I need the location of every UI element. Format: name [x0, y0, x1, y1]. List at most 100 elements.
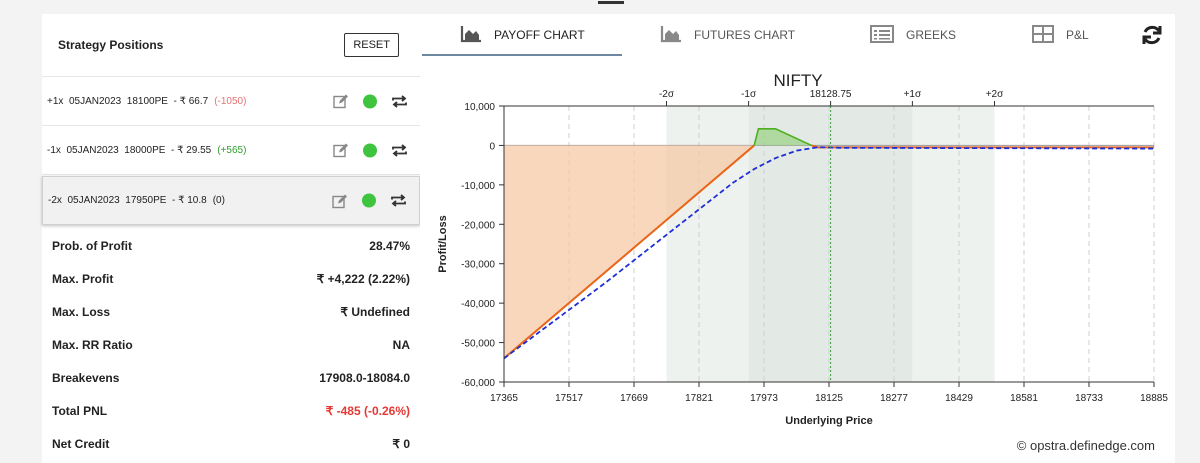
- expiry-payoff-line-flat: [811, 144, 1154, 149]
- edit-icon[interactable]: [333, 143, 349, 158]
- x-axis-label: Underlying Price: [785, 415, 872, 427]
- x-tick-label: 17517: [555, 393, 583, 404]
- active-status-dot[interactable]: [363, 94, 377, 108]
- stat-value: ₹ Undefined: [340, 304, 410, 319]
- stat-row: Max. RR Ratio NA: [52, 328, 410, 361]
- sigma-2-band-right: [912, 106, 995, 382]
- edit-icon[interactable]: [333, 94, 349, 109]
- y-tick-label: -40,000: [461, 299, 495, 310]
- stat-value: ₹ +4,222 (2.22%): [316, 271, 410, 286]
- list-icon: [870, 24, 894, 46]
- stat-value: 28.47%: [369, 238, 410, 253]
- tab-label: GREEKS: [906, 28, 957, 42]
- position-pnl: (-1050): [214, 95, 247, 107]
- stat-label: Breakevens: [52, 370, 120, 385]
- profit-area: [754, 128, 812, 146]
- stat-label: Total PNL: [52, 403, 108, 418]
- payoff-chart-svg: 10,000 0 -10,000 -20,000 -30,000 -40,000 -50,0…: [437, 71, 1168, 427]
- stat-label: Max. Profit: [52, 271, 114, 286]
- positions-title: Strategy Positions: [58, 38, 164, 52]
- position-row: -2x 05JAN2023 17950PE - ₹ 10.8 (0): [42, 176, 420, 225]
- tab-label: P&L: [1066, 28, 1089, 42]
- x-tick-label: 18885: [1140, 393, 1168, 404]
- position-label: -1x 05JAN2023 18000PE - ₹ 29.55: [47, 144, 212, 156]
- y-tick-label: -20,000: [461, 220, 495, 231]
- y-tick-label: -50,000: [461, 339, 495, 350]
- swap-icon[interactable]: [390, 194, 407, 208]
- sigma-label: +1σ: [904, 89, 922, 100]
- expiry-payoff-line-loss: [503, 144, 755, 360]
- edit-icon[interactable]: [332, 193, 348, 208]
- copyright-text: © opstra.definedge.com: [1016, 438, 1155, 453]
- x-tick-label: 18733: [1075, 393, 1103, 404]
- stat-row: Net Credit ₹ 0: [52, 427, 410, 460]
- chart-tabs: PAYOFF CHART FUTURES CHART GREEKS P&L: [420, 14, 1175, 56]
- x-tick-label: 17821: [685, 393, 713, 404]
- tab-label: PAYOFF CHART: [494, 28, 585, 42]
- stat-label: Prob. of Profit: [52, 238, 132, 253]
- y-tick-label: 0: [489, 141, 495, 152]
- area-chart-icon: [460, 25, 482, 46]
- stat-row: Max. Loss ₹ Undefined: [52, 295, 410, 328]
- stat-value: ₹ 0: [392, 436, 410, 451]
- reset-button[interactable]: RESET: [344, 33, 399, 57]
- row-actions: [332, 193, 407, 208]
- table-icon: [1032, 24, 1054, 46]
- stat-row: Max. Profit ₹ +4,222 (2.22%): [52, 262, 410, 295]
- x-tick-label: 18125: [815, 393, 843, 404]
- area-chart-icon: [660, 25, 682, 46]
- x-tick-label: 18429: [945, 393, 973, 404]
- y-tick-label: -10,000: [461, 181, 495, 192]
- top-edge-fragment: [598, 0, 624, 4]
- sigma-label: +2σ: [986, 89, 1004, 100]
- x-tick-label: 17669: [620, 393, 648, 404]
- stat-row: Breakevens 17908.0-18084.0: [52, 361, 410, 394]
- y-tick-label: -60,000: [461, 378, 495, 389]
- stat-value: 17908.0-18084.0: [319, 370, 410, 385]
- sigma-label: 18128.75: [810, 89, 852, 100]
- stat-label: Net Credit: [52, 436, 110, 451]
- active-status-dot[interactable]: [363, 143, 377, 157]
- swap-icon[interactable]: [391, 143, 408, 157]
- position-label: +1x 05JAN2023 18100PE - ₹ 66.7: [47, 95, 209, 107]
- stat-row: Total PNL ₹ -485 (-0.26%): [52, 394, 410, 427]
- x-tick-label: 18581: [1010, 393, 1038, 404]
- sigma-label: -2σ: [659, 89, 675, 100]
- position-label: -2x 05JAN2023 17950PE - ₹ 10.8: [48, 195, 207, 206]
- refresh-icon[interactable]: [1140, 23, 1164, 52]
- y-axis-label: Profit/Loss: [437, 215, 449, 272]
- y-tick-label: 10,000: [464, 102, 495, 113]
- x-tick-label: 17973: [750, 393, 778, 404]
- stat-value: ₹ -485 (-0.26%): [325, 403, 410, 418]
- x-tick-label: 18277: [880, 393, 908, 404]
- tab-pnl[interactable]: P&L: [1032, 14, 1089, 56]
- tab-payoff-chart[interactable]: PAYOFF CHART: [460, 14, 585, 56]
- expiry-payoff-line-profit: [753, 127, 812, 147]
- strategy-stats: Prob. of Profit 28.47% Max. Profit ₹ +4,22…: [42, 229, 420, 460]
- tab-label: FUTURES CHART: [694, 28, 796, 42]
- swap-icon[interactable]: [391, 94, 408, 108]
- position-row: -1x 05JAN2023 18000PE - ₹ 29.55 (+565): [42, 126, 420, 175]
- chart-panel: PAYOFF CHART FUTURES CHART GREEKS P&L 10…: [420, 14, 1175, 463]
- stat-label: Max. RR Ratio: [52, 337, 133, 352]
- sigma-label: -1σ: [741, 89, 757, 100]
- stat-row: Prob. of Profit 28.47%: [52, 229, 410, 262]
- today-payoff-line: [503, 146, 1155, 360]
- position-pnl: (+565): [217, 144, 247, 156]
- position-pnl: (0): [212, 195, 225, 206]
- tab-futures-chart[interactable]: FUTURES CHART: [660, 14, 795, 56]
- active-status-dot[interactable]: [362, 193, 376, 208]
- payoff-chart: 10,000 0 -10,000 -20,000 -30,000 -40,000 -50,0…: [420, 56, 1175, 436]
- tab-greeks[interactable]: GREEKS: [870, 14, 956, 56]
- stat-value: NA: [392, 337, 410, 352]
- active-tab-indicator: [422, 54, 622, 56]
- row-actions: [333, 94, 408, 109]
- strategy-positions-panel: Strategy Positions RESET +1x 05JAN2023 1…: [42, 14, 420, 463]
- row-actions: [333, 143, 408, 158]
- chart-title: NIFTY: [773, 71, 822, 90]
- stat-label: Max. Loss: [52, 304, 111, 319]
- x-tick-label: 17365: [490, 393, 518, 404]
- position-row: +1x 05JAN2023 18100PE - ₹ 66.7 (-1050): [42, 77, 420, 126]
- positions-header: Strategy Positions RESET: [42, 14, 420, 77]
